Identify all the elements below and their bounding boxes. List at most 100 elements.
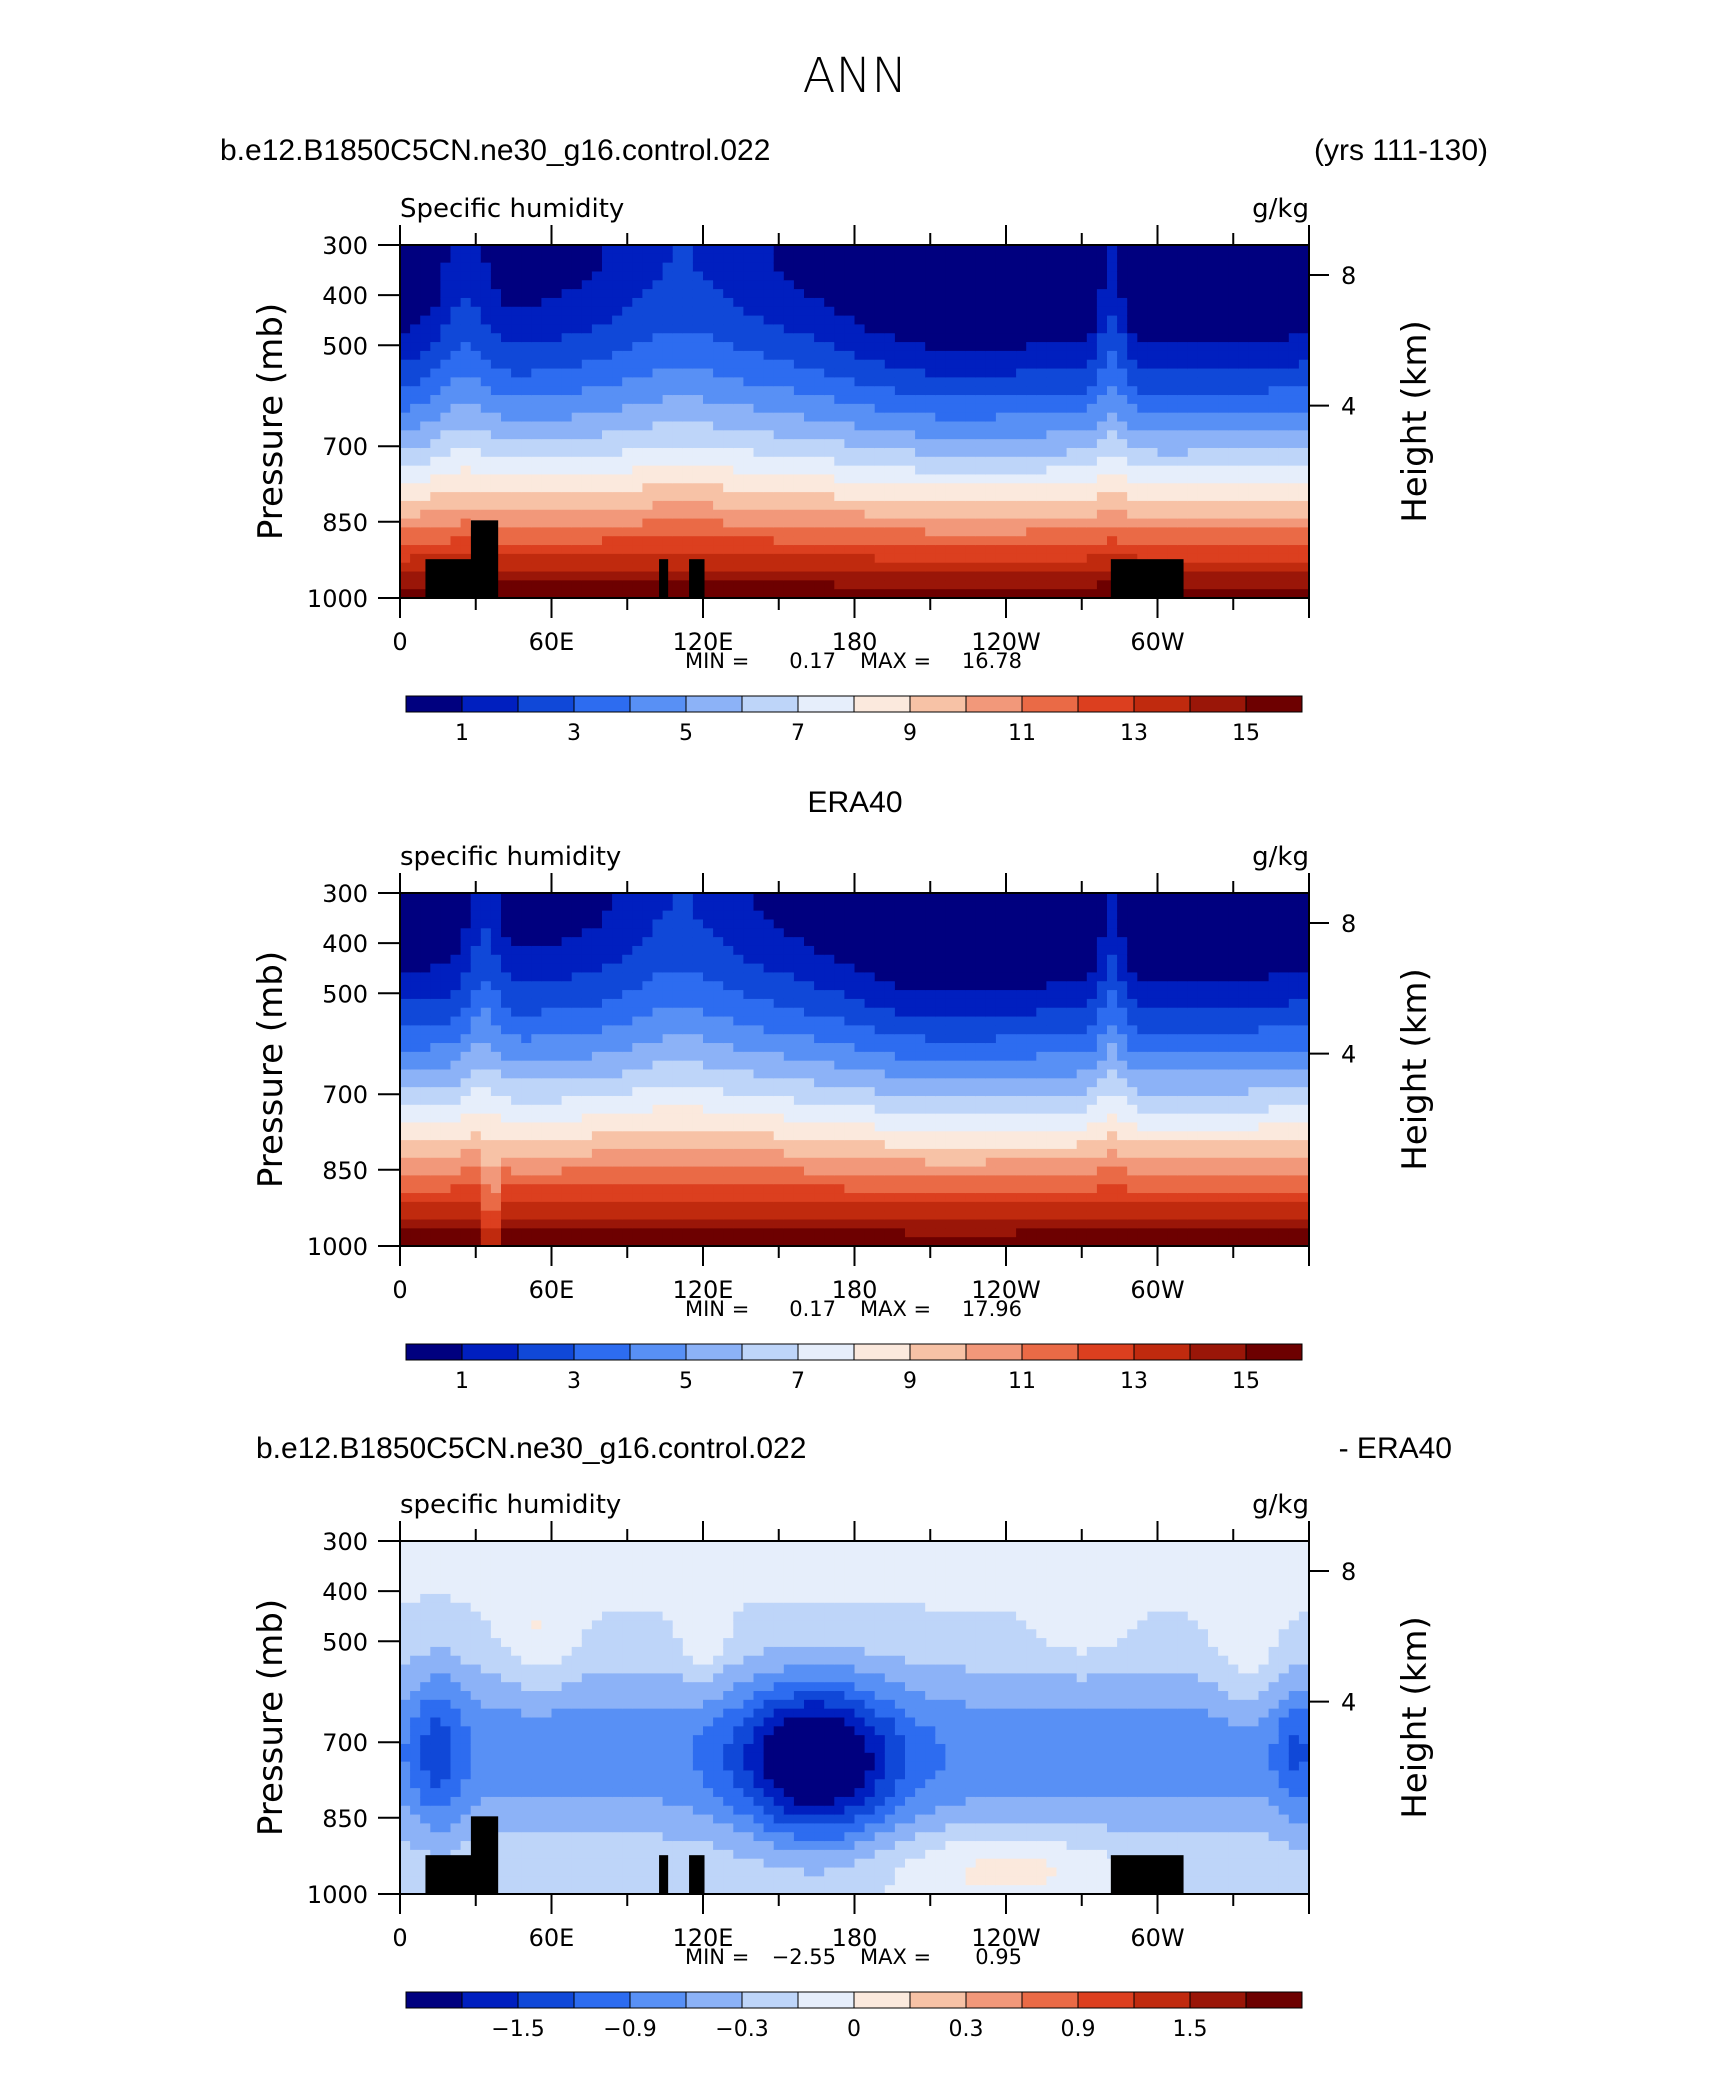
field-cell	[682, 901, 694, 912]
field-cell	[642, 315, 654, 326]
field-cell	[460, 483, 472, 493]
field-cell	[521, 271, 532, 281]
field-cell	[521, 439, 532, 449]
field-cell	[1117, 271, 1128, 281]
field-cell	[1258, 562, 1270, 573]
field-cell	[783, 324, 795, 334]
field-cell	[874, 403, 886, 414]
field-cell	[652, 386, 664, 396]
field-cell	[1016, 280, 1027, 290]
field-cell	[1278, 324, 1290, 334]
field-cell	[450, 545, 462, 555]
field-cell	[793, 395, 805, 405]
field-cell	[1107, 395, 1118, 405]
field-cell	[470, 937, 482, 947]
field-cell	[874, 245, 886, 255]
field-cell	[1218, 483, 1229, 493]
field-cell	[420, 1078, 431, 1088]
field-cell	[1288, 245, 1300, 255]
field-cell	[1167, 262, 1179, 273]
field-cell	[703, 430, 714, 440]
field-cell	[490, 937, 502, 947]
field-cell	[490, 1104, 502, 1115]
field-cell	[884, 289, 896, 299]
field-cell	[602, 545, 613, 555]
field-cell	[1117, 545, 1128, 555]
field-cell	[713, 1166, 724, 1176]
field-cell	[662, 421, 674, 431]
field-cell	[1208, 324, 1219, 334]
field-cell	[652, 910, 664, 921]
field-cell	[1066, 280, 1078, 290]
field-cell	[723, 562, 734, 573]
field-cell	[824, 395, 835, 405]
field-cell	[1016, 262, 1027, 273]
field-cell	[703, 1051, 714, 1062]
field-cell	[975, 386, 987, 396]
field-cell	[1197, 536, 1209, 546]
field-cell	[420, 1034, 431, 1044]
field-cell	[662, 403, 674, 414]
field-cell	[915, 492, 926, 502]
panel3-title-left: b.e12.B1850C5CN.ne30_g16.control.022	[256, 1432, 806, 1465]
field-cell	[662, 297, 674, 308]
field-cell	[894, 439, 906, 449]
field-cell	[672, 1087, 684, 1097]
field-cell	[965, 350, 977, 361]
field-cell	[1086, 245, 1098, 255]
field-cell	[753, 253, 765, 264]
field-cell	[884, 262, 896, 273]
field-cell	[521, 1210, 532, 1221]
field-cell	[703, 1122, 714, 1132]
field-cell	[400, 589, 411, 599]
colorbar-swatch	[629, 695, 687, 713]
field-cell	[1167, 359, 1179, 370]
field-cell	[642, 271, 654, 281]
field-cell	[763, 271, 775, 281]
field-cell	[672, 500, 684, 511]
field-cell	[814, 456, 825, 467]
field-cell	[602, 945, 613, 956]
field-cell	[632, 430, 643, 440]
field-cell	[571, 981, 583, 991]
field-cell	[602, 1069, 613, 1079]
field-cell	[622, 1201, 633, 1212]
field-cell	[622, 1157, 633, 1168]
field-cell	[814, 492, 825, 502]
field-cell	[551, 1157, 563, 1168]
field-cell	[1036, 536, 1047, 546]
field-cell	[480, 1228, 492, 1238]
field-cell	[561, 1237, 573, 1247]
field-cell	[703, 1043, 714, 1053]
field-cell	[763, 562, 775, 573]
field-cell	[632, 1184, 643, 1194]
field-cell	[844, 500, 856, 511]
field-cell	[1117, 527, 1128, 537]
field-cell	[1127, 518, 1138, 528]
field-cell	[1147, 518, 1159, 528]
field-cell	[602, 1043, 613, 1053]
field-cell	[692, 439, 704, 449]
field-cell	[1036, 492, 1047, 502]
field-cell	[955, 492, 967, 502]
field-cell	[1076, 553, 1088, 564]
field-cell	[915, 562, 926, 573]
field-cell	[1157, 545, 1169, 555]
field-cell	[551, 350, 563, 361]
field-cell	[450, 919, 462, 929]
field-cell	[511, 1131, 522, 1141]
field-cell	[1268, 333, 1280, 343]
field-cell	[945, 262, 957, 273]
field-cell	[642, 545, 654, 555]
field-cell	[561, 1201, 573, 1212]
field-cell	[591, 509, 603, 520]
field-cell	[612, 289, 623, 299]
field-cell	[1016, 509, 1027, 520]
field-cell	[430, 1051, 441, 1062]
field-cell	[884, 395, 896, 405]
field-cell	[642, 553, 654, 564]
field-cell	[783, 350, 795, 361]
field-cell	[460, 342, 472, 352]
field-cell	[723, 1078, 734, 1088]
field-cell	[490, 928, 502, 938]
